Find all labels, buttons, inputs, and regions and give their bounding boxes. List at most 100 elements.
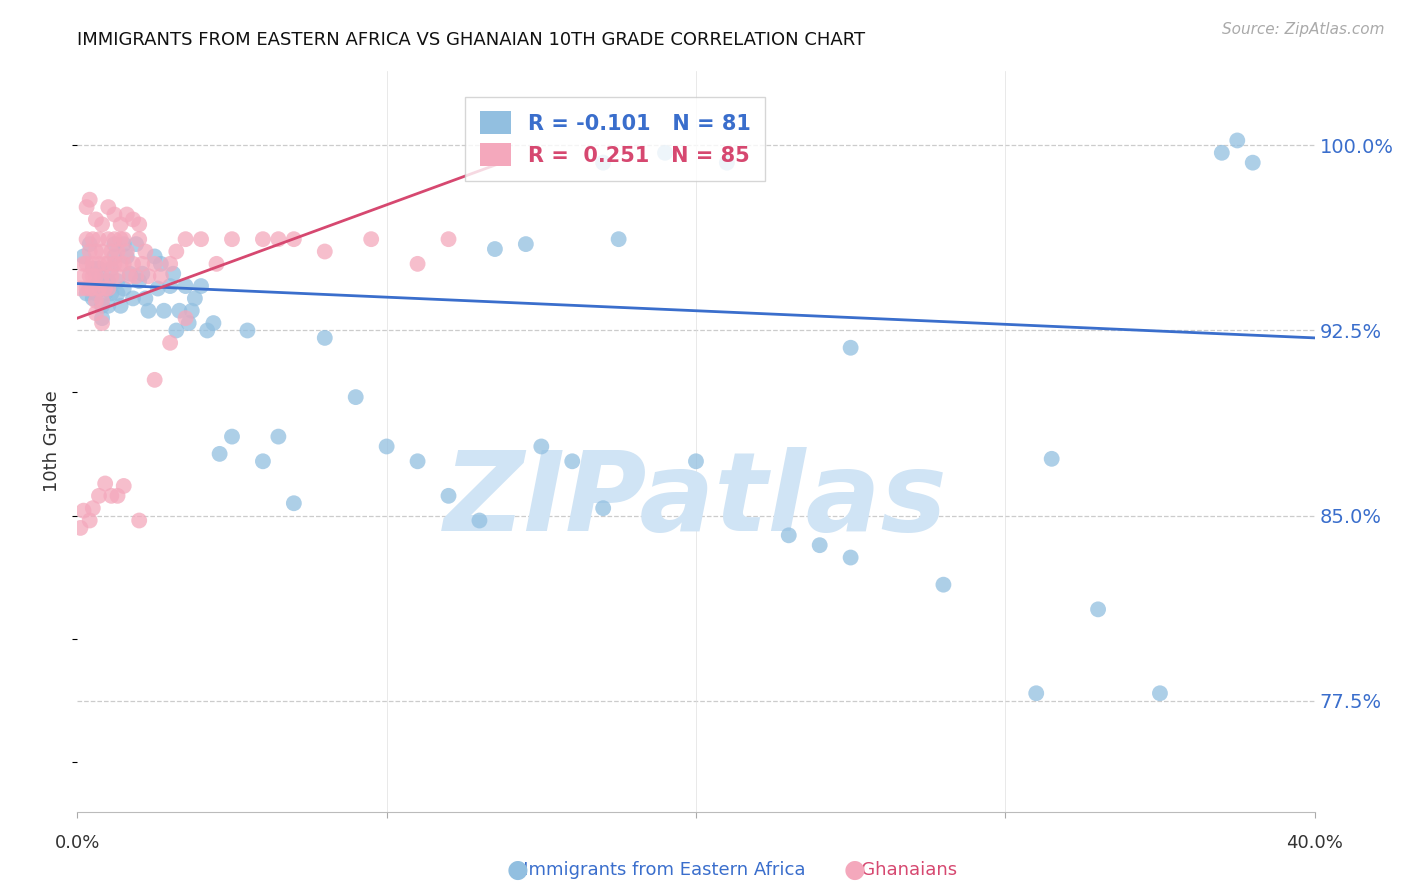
Text: Source: ZipAtlas.com: Source: ZipAtlas.com [1222, 22, 1385, 37]
Y-axis label: 10th Grade: 10th Grade [44, 391, 62, 492]
Point [91, 293, 114, 308]
Point [184, 292, 207, 306]
Point [267, 429, 290, 443]
Point [76, 200, 98, 214]
Point [138, 269, 160, 284]
Point [162, 267, 184, 281]
Point [122, 257, 145, 271]
Point [107, 286, 129, 301]
Point [79, 237, 101, 252]
Point [267, 232, 290, 246]
Point [174, 232, 197, 246]
Point [84, 261, 107, 276]
Point [76, 281, 98, 295]
Point [100, 286, 122, 301]
Point [283, 496, 305, 510]
Point [91, 244, 114, 259]
Point [97, 299, 120, 313]
Point [87, 274, 110, 288]
Point [100, 269, 122, 284]
Point [115, 250, 138, 264]
Point [1149, 686, 1171, 700]
Point [112, 232, 135, 246]
Point [103, 257, 125, 271]
Point [91, 316, 114, 330]
Point [94, 274, 117, 288]
Point [82, 257, 104, 271]
Point [94, 286, 117, 301]
Point [125, 269, 148, 284]
Point [169, 303, 191, 318]
Point [932, 577, 955, 591]
Point [202, 316, 225, 330]
Point [205, 257, 228, 271]
Point [91, 218, 114, 232]
Point [159, 279, 181, 293]
Point [592, 155, 614, 169]
Point [180, 303, 202, 318]
Point [72, 257, 94, 271]
Point [87, 489, 110, 503]
Point [159, 335, 181, 350]
Point [107, 244, 129, 259]
Point [118, 267, 141, 281]
Point [79, 514, 101, 528]
Point [94, 257, 117, 271]
Point [143, 250, 166, 264]
Point [79, 193, 101, 207]
Point [82, 269, 104, 284]
Point [72, 250, 94, 264]
Point [607, 232, 630, 246]
Point [406, 257, 429, 271]
Point [174, 279, 197, 293]
Point [153, 303, 176, 318]
Point [375, 440, 398, 454]
Point [1087, 602, 1109, 616]
Point [100, 489, 122, 503]
Point [87, 281, 110, 295]
Point [195, 323, 218, 337]
Point [115, 207, 138, 221]
Point [84, 286, 107, 301]
Point [134, 292, 156, 306]
Point [808, 538, 831, 552]
Point [107, 489, 129, 503]
Point [72, 269, 94, 284]
Point [110, 232, 132, 246]
Point [437, 232, 460, 246]
Point [1241, 155, 1264, 169]
Point [94, 476, 117, 491]
Point [112, 237, 135, 252]
Text: Ghanaians: Ghanaians [844, 861, 956, 879]
Point [839, 341, 862, 355]
Point [177, 316, 200, 330]
Point [174, 311, 197, 326]
Point [149, 257, 172, 271]
Point [76, 286, 98, 301]
Text: ZIPatlas: ZIPatlas [444, 447, 948, 554]
Point [252, 454, 274, 468]
Point [82, 261, 104, 276]
Point [82, 281, 104, 295]
Point [87, 232, 110, 246]
Point [79, 281, 101, 295]
Point [91, 311, 114, 326]
Point [110, 257, 132, 271]
Text: IMMIGRANTS FROM EASTERN AFRICA VS GHANAIAN 10TH GRADE CORRELATION CHART: IMMIGRANTS FROM EASTERN AFRICA VS GHANAI… [77, 31, 866, 49]
Point [112, 257, 135, 271]
Point [118, 269, 141, 284]
Point [107, 274, 129, 288]
Point [128, 218, 150, 232]
Point [437, 489, 460, 503]
Point [76, 232, 98, 246]
Point [138, 303, 160, 318]
Point [122, 292, 145, 306]
Point [91, 269, 114, 284]
Point [406, 454, 429, 468]
Point [100, 244, 122, 259]
Point [778, 528, 800, 542]
Point [82, 292, 104, 306]
Point [84, 293, 107, 308]
Point [654, 145, 676, 160]
Point [1040, 451, 1063, 466]
